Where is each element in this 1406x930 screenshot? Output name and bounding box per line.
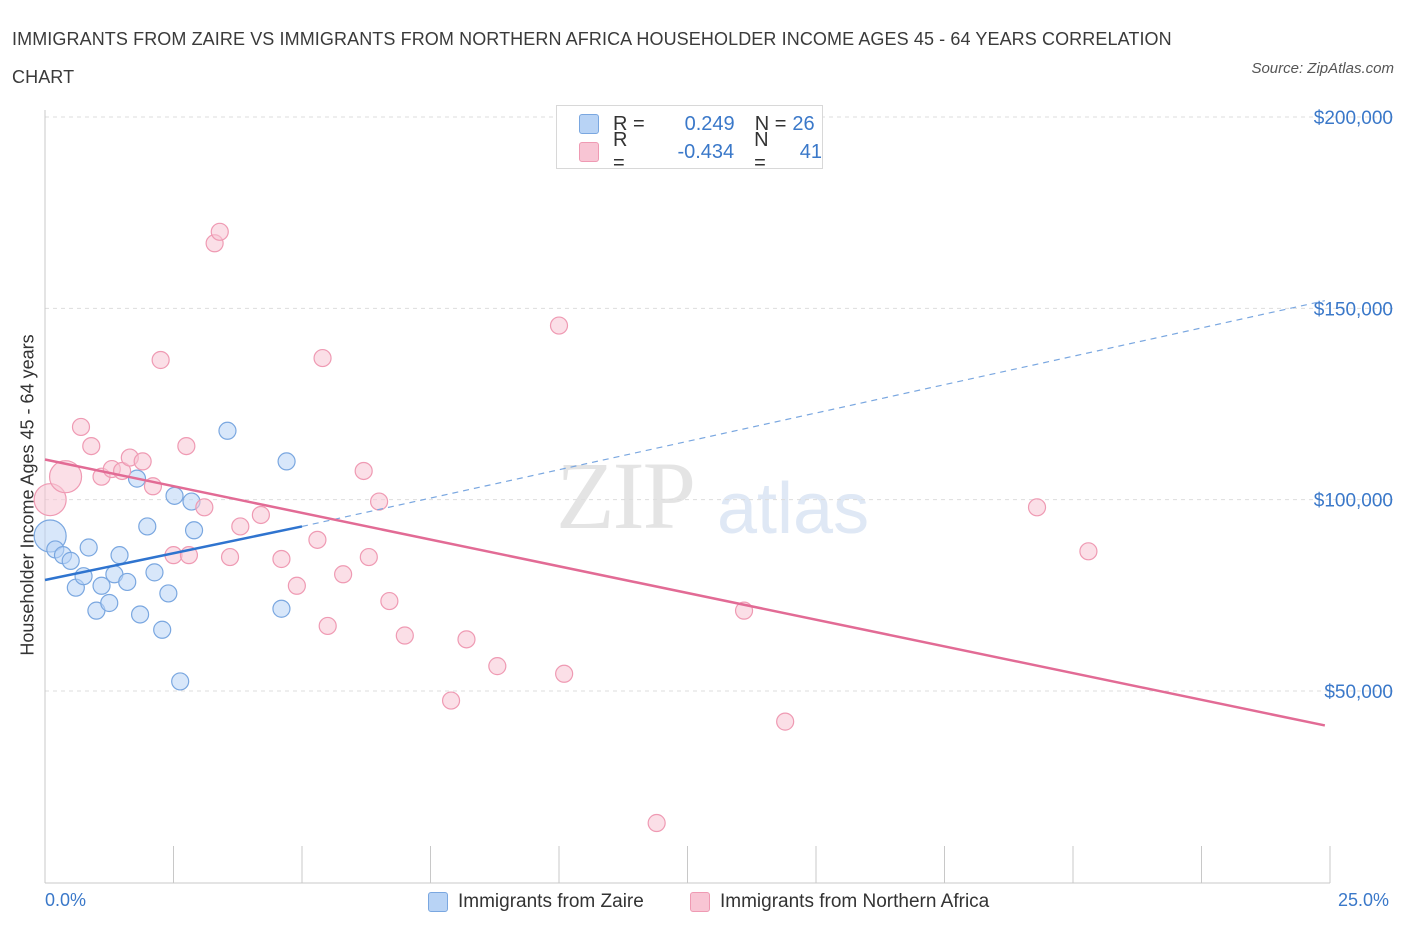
point-nafrica (195, 498, 214, 517)
y-axis-label: Householder Income Ages 45 - 64 years (17, 334, 38, 656)
point-nafrica (380, 591, 399, 611)
point-nafrica (251, 505, 270, 525)
point-zaire (118, 572, 137, 592)
point-nafrica (210, 222, 229, 241)
point-nafrica (220, 547, 240, 567)
legend-row-nafrica: R = -0.434 N = 41 (579, 129, 822, 174)
point-zaire (61, 551, 80, 570)
watermark-atlas: atlas (717, 469, 870, 549)
point-nafrica (231, 517, 250, 536)
point-zaire (153, 620, 172, 639)
point-zaire (277, 452, 296, 471)
x-tick-label-max: 25.0% (1338, 890, 1390, 910)
point-nafrica (370, 492, 389, 511)
x-tick-label-min: 0.0% (45, 890, 87, 910)
point-zaire (272, 599, 291, 618)
bottom-legend-label-zaire: Immigrants from Zaire (458, 891, 644, 912)
point-nafrica (287, 576, 306, 595)
point-nafrica (334, 565, 353, 584)
point-zaire (145, 563, 164, 582)
point-nafrica (555, 664, 574, 683)
y-tick-label: $100,000 (1314, 491, 1393, 512)
trendline-zaire (44, 525, 303, 582)
legend-n-value: 26 (792, 112, 815, 135)
point-nafrica (1027, 498, 1047, 517)
point-nafrica (151, 350, 170, 370)
point-zaire (130, 605, 150, 624)
legend-n-label: N = (754, 129, 769, 174)
point-zaire (218, 421, 237, 440)
stats-legend: R = 0.249 N = 26 R = -0.434 N = 41 (556, 105, 823, 174)
y-tick-label: $150,000 (1314, 299, 1393, 320)
point-nafrica (33, 483, 67, 517)
point-zaire (159, 584, 178, 603)
point-nafrica (441, 691, 461, 710)
point-nafrica (457, 630, 476, 649)
legend-r-label: R = (612, 129, 628, 174)
legend-r-label: R = (613, 112, 645, 135)
legend-n-label: N = (754, 112, 787, 135)
point-nafrica (313, 348, 332, 368)
bottom-legend-swatch-zaire (428, 892, 448, 912)
bottom-legend-zaire: Immigrants from Zaire (428, 888, 644, 916)
point-nafrica (71, 417, 91, 437)
watermark-zip: ZIP (556, 442, 696, 549)
bottom-legend-swatch-nafrica (690, 892, 710, 912)
point-nafrica (549, 316, 569, 335)
point-nafrica (48, 460, 83, 494)
bottom-legend-nafrica: Immigrants from Northern Africa (690, 888, 989, 916)
point-nafrica (177, 436, 196, 456)
trendline-nafrica (44, 458, 1326, 727)
legend-swatch-nafrica (579, 142, 599, 162)
point-zaire (110, 546, 129, 565)
y-tick-label: $50,000 (1324, 682, 1393, 703)
source-credit: Source: ZipAtlas.com (1251, 60, 1394, 77)
y-tick-label: $200,000 (1314, 108, 1393, 129)
point-nafrica (354, 461, 373, 481)
point-zaire (171, 672, 190, 691)
point-zaire (79, 538, 98, 557)
point-zaire (100, 593, 119, 613)
point-nafrica (647, 813, 666, 833)
bottom-legend-label-nafrica: Immigrants from Northern Africa (720, 891, 990, 912)
point-zaire (92, 576, 111, 595)
point-nafrica (776, 712, 795, 731)
legend-r-value: 0.249 (684, 112, 735, 135)
point-zaire (138, 517, 157, 536)
point-nafrica (82, 436, 101, 456)
point-nafrica (359, 547, 378, 567)
point-nafrica (318, 616, 337, 636)
point-nafrica (133, 452, 152, 471)
point-zaire (165, 486, 184, 505)
point-nafrica (308, 530, 327, 549)
trendline-zaire-extension (301, 300, 1325, 528)
chart-title: IMMIGRANTS FROM ZAIRE VS IMMIGRANTS FROM… (12, 29, 1172, 87)
legend-r-value: -0.434 (677, 140, 735, 163)
point-nafrica (488, 657, 507, 676)
point-zaire (184, 521, 204, 540)
point-nafrica (272, 549, 291, 569)
point-nafrica (395, 626, 414, 645)
legend-swatch-zaire (579, 114, 599, 134)
legend-n-value: 41 (799, 140, 822, 163)
point-nafrica (1079, 542, 1098, 561)
legend-row-zaire: R = 0.249 N = 26 (579, 112, 815, 136)
